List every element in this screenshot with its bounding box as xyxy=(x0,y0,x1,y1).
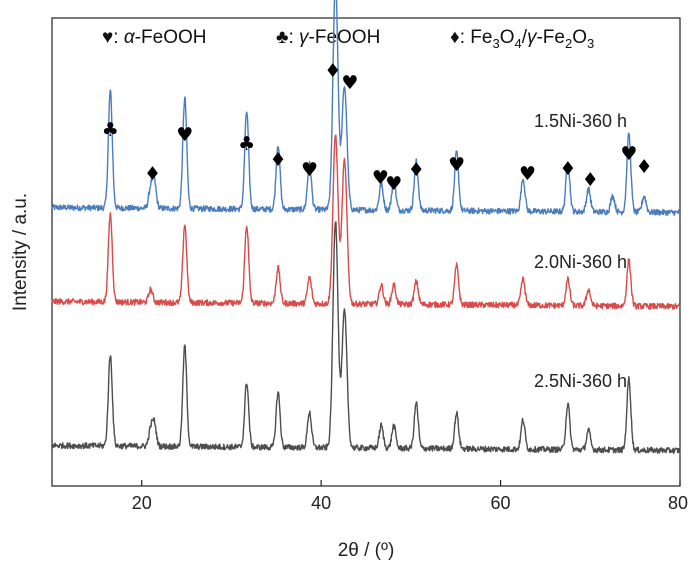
series-line-2 xyxy=(51,134,681,310)
x-axis-label: 2θ / (º) xyxy=(338,540,395,561)
peak-marker-club: ♣ xyxy=(238,133,255,155)
chart-legend: ♥: α-FeOOH ♣: γ-FeOOH ♦: Fe3O4/γ-Fe2O3 xyxy=(102,27,594,51)
peak-marker-heart: ♥ xyxy=(519,163,536,185)
x-tick-label: 40 xyxy=(311,493,331,513)
legend-entry-gamma-feooh: ♣: γ-FeOOH xyxy=(276,27,380,48)
peak-marker-diamond: ♦ xyxy=(144,163,161,185)
series-line-1 xyxy=(51,0,681,217)
plot-frame xyxy=(51,17,681,487)
legend-entry-magnetite-maghemite: ♦: Fe3O4/γ-Fe2O3 xyxy=(450,27,594,51)
legend-label-magnetite-maghemite: Fe3O4/γ-Fe2O3 xyxy=(470,27,594,51)
peak-marker-diamond: ♦ xyxy=(270,149,287,171)
legend-symbol-club: ♣ xyxy=(276,27,288,48)
peak-marker-diamond: ♦ xyxy=(636,156,653,178)
legend-symbol-diamond: ♦ xyxy=(450,27,460,48)
peak-marker-diamond: ♦ xyxy=(324,60,341,82)
svg-text:♣: γ-FeOOH: ♣: γ-FeOOH xyxy=(276,27,380,48)
peak-marker-heart: ♥ xyxy=(385,173,402,195)
legend-label-gamma-feooh: γ xyxy=(299,27,310,48)
x-tick-label: 60 xyxy=(491,493,511,513)
legend-label-alpha-feooh: α xyxy=(124,27,136,48)
series-label-3: 2.5Ni-360 h xyxy=(534,371,627,391)
peak-marker-club: ♣ xyxy=(102,119,119,141)
peak-marker-heart: ♥ xyxy=(372,167,389,189)
peak-marker-heart: ♥ xyxy=(448,154,465,176)
peak-marker-heart: ♥ xyxy=(341,72,358,94)
svg-text:♦: Fe3O4/γ-Fe2O3: ♦: Fe3O4/γ-Fe2O3 xyxy=(450,27,594,51)
series-layer xyxy=(51,0,681,455)
peak-marker-heart: ♥ xyxy=(176,124,193,146)
y-axis-label: Intensity / a.u. xyxy=(10,193,31,311)
x-axis-ticks: 20 40 60 80 xyxy=(132,480,688,513)
series-label-2: 2.0Ni-360 h xyxy=(534,252,627,272)
svg-text:♥: α-FeOOH: ♥: α-FeOOH xyxy=(102,27,206,48)
legend-entry-alpha-feooh: ♥: α-FeOOH xyxy=(102,27,206,48)
series-label-layer: 1.5Ni-360 h 2.0Ni-360 h 2.5Ni-360 h xyxy=(534,111,627,391)
legend-symbol-heart: ♥ xyxy=(102,27,113,48)
peak-marker-diamond: ♦ xyxy=(559,158,576,180)
series-line-3 xyxy=(51,221,681,455)
peak-marker-layer: ♣♦♥ ♣♦ ♥♦♥♥♥♦ ♥ ♥ ♦ ♦♥♦ xyxy=(102,60,653,195)
peak-marker-diamond: ♦ xyxy=(582,169,599,191)
peak-marker-heart: ♥ xyxy=(620,143,637,165)
x-tick-label: 80 xyxy=(668,493,688,513)
peak-marker-heart: ♥ xyxy=(301,159,318,181)
x-tick-label: 20 xyxy=(132,493,152,513)
series-label-1: 1.5Ni-360 h xyxy=(534,111,627,131)
peak-marker-diamond: ♦ xyxy=(408,159,425,181)
